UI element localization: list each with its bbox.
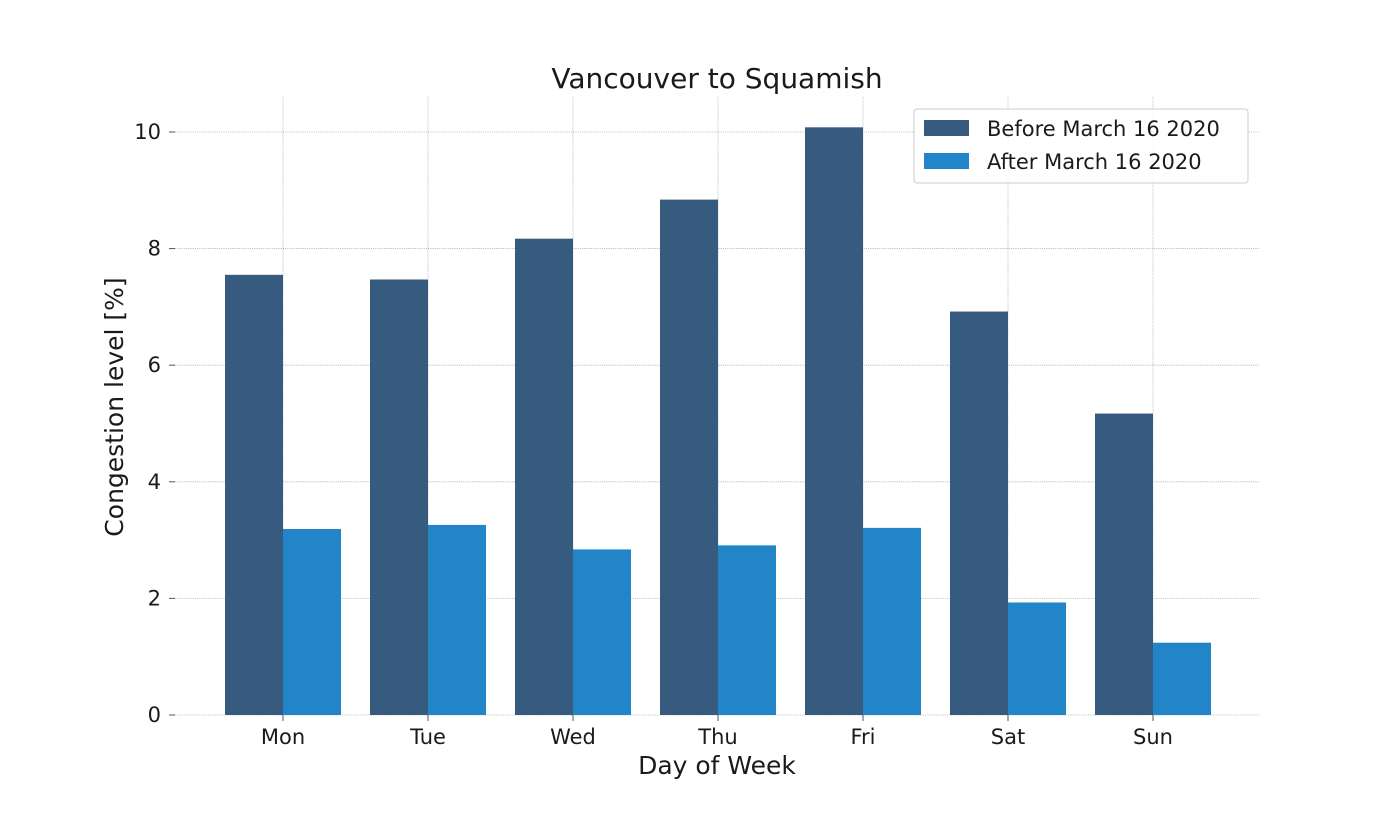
x-tick-label-mon: Mon — [261, 725, 305, 749]
legend-label-before: Before March 16 2020 — [987, 117, 1220, 141]
legend-box — [913, 108, 1249, 184]
y-tick-label: 8 — [148, 237, 161, 261]
y-tick-label: 2 — [148, 586, 161, 610]
bar-before-wed — [515, 238, 573, 715]
bar-after-mon — [283, 529, 341, 715]
x-axis: Mon Tue Wed Thu Fri Sat Sun — [261, 715, 1173, 749]
bar-before-sat — [950, 311, 1008, 715]
bars-layer — [225, 127, 1211, 716]
bar-before-tue — [370, 279, 428, 715]
x-tick-label-sat: Sat — [991, 725, 1025, 749]
bar-after-fri — [863, 527, 921, 715]
y-tick-label: 4 — [148, 470, 161, 494]
bar-before-fri — [805, 127, 863, 716]
x-tick-label-thu: Thu — [697, 725, 737, 749]
legend: Before March 16 2020 After March 16 2020 — [913, 108, 1249, 184]
bar-before-mon — [225, 274, 283, 715]
x-axis-label: Day of Week — [638, 751, 796, 780]
bar-after-sat — [1008, 602, 1066, 715]
x-tick-label-wed: Wed — [550, 725, 596, 749]
x-tick-label-tue: Tue — [409, 725, 446, 749]
y-tick-label: 10 — [134, 120, 161, 144]
bar-before-sun — [1095, 413, 1153, 715]
x-tick-label-sun: Sun — [1133, 725, 1173, 749]
bar-before-thu — [660, 199, 718, 715]
y-axis-label: Congestion level [%] — [100, 277, 129, 536]
chart-title: Vancouver to Squamish — [551, 62, 882, 95]
legend-swatch-after — [924, 153, 969, 169]
bar-after-sun — [1153, 642, 1211, 715]
y-tick-label: 0 — [148, 703, 161, 727]
bar-after-tue — [428, 524, 486, 715]
bar-after-thu — [718, 545, 776, 715]
legend-swatch-before — [924, 120, 969, 136]
y-tick-label: 6 — [148, 353, 161, 377]
legend-label-after: After March 16 2020 — [987, 150, 1202, 174]
bar-after-wed — [573, 549, 631, 715]
x-tick-label-fri: Fri — [850, 725, 875, 749]
y-axis: 0 2 4 6 8 10 — [134, 120, 175, 727]
